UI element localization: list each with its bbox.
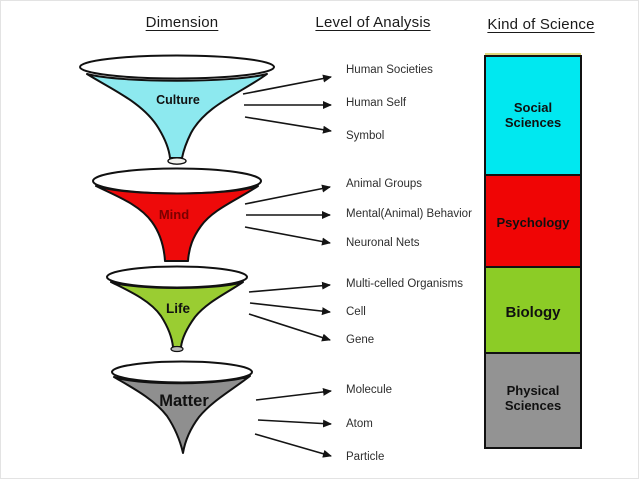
funnel-label-matter: Matter bbox=[159, 392, 209, 410]
science-label-biology: Biology bbox=[505, 304, 561, 321]
funnel-culture-mouth bbox=[79, 54, 275, 80]
funnel-life-mouth bbox=[106, 265, 248, 289]
level-label-multi-celled-organisms: Multi-celled Organisms bbox=[346, 278, 463, 290]
arrow bbox=[257, 419, 332, 428]
level-label-symbol: Symbol bbox=[346, 130, 385, 142]
arrow bbox=[244, 184, 331, 205]
arrows-culture bbox=[242, 74, 332, 134]
funnel-life-body bbox=[110, 281, 244, 348]
arrows-matter bbox=[254, 387, 332, 458]
funnel-life bbox=[106, 265, 248, 353]
level-label-neuronal-nets: Neuronal Nets bbox=[346, 237, 420, 249]
arrows-mind bbox=[244, 184, 331, 246]
funnel-mind-body bbox=[95, 185, 259, 262]
level-label-human-self: Human Self bbox=[346, 97, 407, 109]
funnel-label-life: Life bbox=[165, 301, 190, 316]
level-label-mental-animal-behavior: Mental(Animal) Behavior bbox=[346, 208, 472, 220]
arrow bbox=[242, 74, 332, 95]
science-label-psychology: Psychology bbox=[496, 215, 570, 230]
funnel-culture-body bbox=[86, 73, 268, 159]
funnel-culture bbox=[79, 54, 275, 165]
arrow bbox=[244, 116, 332, 134]
level-label-gene: Gene bbox=[346, 334, 375, 346]
science-box-physical-sciences bbox=[484, 352, 582, 449]
arrow bbox=[249, 302, 331, 316]
arrow bbox=[255, 387, 332, 401]
column-header-level-of-analysis: Level of Analysis bbox=[315, 14, 431, 31]
level-label-cell: Cell bbox=[346, 306, 366, 318]
level-label-animal-groups: Animal Groups bbox=[346, 178, 423, 190]
arrow bbox=[254, 433, 332, 458]
level-label-human-societies: Human Societies bbox=[346, 64, 433, 76]
science-label-social-sciences: Social Sciences bbox=[504, 100, 562, 131]
arrows-life bbox=[248, 281, 331, 342]
level-label-atom: Atom bbox=[346, 418, 373, 430]
funnel-label-mind: Mind bbox=[158, 207, 190, 222]
funnel-life-spout bbox=[170, 345, 184, 353]
funnel-label-culture: Culture bbox=[156, 93, 200, 107]
column-header-dimension: Dimension bbox=[145, 14, 219, 31]
funnel-matter-body bbox=[113, 375, 251, 454]
science-box-psychology bbox=[484, 174, 582, 268]
arrow bbox=[248, 313, 331, 342]
funnel-culture-spout bbox=[167, 157, 187, 165]
level-label-particle: Particle bbox=[346, 451, 385, 463]
column-header-kind-of-science: Kind of Science bbox=[487, 16, 595, 33]
arrow bbox=[244, 226, 331, 246]
science-label-physical-sciences: Physical Sciences bbox=[504, 383, 562, 414]
funnel-matter bbox=[111, 360, 253, 454]
funnel-mind bbox=[92, 167, 262, 262]
level-label-molecule: Molecule bbox=[346, 384, 393, 396]
arrow bbox=[248, 281, 331, 293]
